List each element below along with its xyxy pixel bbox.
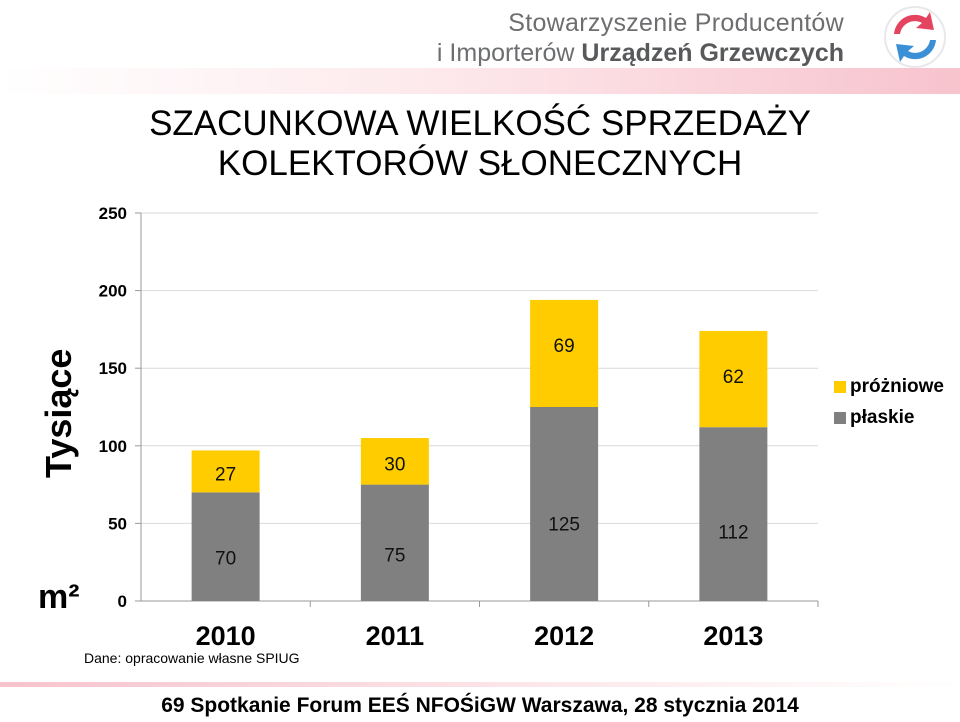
org-name-line2: i Importerów Urządzeń Grzewczych <box>424 38 844 68</box>
y-tick-label: 200 <box>99 282 127 301</box>
bar-segment-flat <box>530 407 599 601</box>
unit-m2-label: m² <box>38 578 80 616</box>
data-source-note: Dane: opracowanie własne SPIUG <box>84 650 300 666</box>
data-label: 69 <box>554 336 575 357</box>
data-label: 112 <box>718 522 748 543</box>
footer-text: 69 Spotkanie Forum EEŚ NFOŚiGW Warszawa,… <box>161 694 799 717</box>
chart-title-line1: SZACUNKOWA WIELKOŚĆ SPRZEDAŻY <box>149 104 811 143</box>
organization-name: Stowarzyszenie Producentów i Importerów … <box>424 8 844 68</box>
bar-segment-vacuum <box>530 299 599 407</box>
bar-segment-flat <box>360 484 429 601</box>
x-tick-label: 2011 <box>366 621 425 651</box>
y-tick-label: 0 <box>118 592 127 611</box>
bar-segment-vacuum <box>699 330 768 428</box>
y-tick-label: 50 <box>108 514 127 533</box>
bar-segment-flat <box>191 492 260 601</box>
y-tick-label: 250 <box>99 204 127 223</box>
legend-label: próżniowe <box>850 376 944 397</box>
bar-segment-flat <box>699 427 768 601</box>
data-label: 125 <box>548 514 580 535</box>
arrows-cycle-icon <box>884 6 946 68</box>
data-label: 30 <box>384 455 405 476</box>
y-tick-label: 100 <box>99 437 127 456</box>
data-label: 75 <box>384 545 405 566</box>
legend-swatch <box>834 412 846 424</box>
bar-segment-vacuum <box>191 450 260 493</box>
data-label: 27 <box>215 465 236 486</box>
header-band <box>0 68 960 94</box>
legend-label: płaskie <box>850 407 914 428</box>
x-tick-label: 2010 <box>196 621 256 651</box>
data-label: 70 <box>215 549 236 570</box>
org-name-line2-plain: i Importerów <box>436 39 582 67</box>
chart-title: SZACUNKOWA WIELKOŚĆ SPRZEDAŻY KOLEKTORÓW… <box>90 104 870 185</box>
data-label: 62 <box>723 367 744 388</box>
bar-segment-vacuum <box>360 438 429 485</box>
footer-band <box>0 682 960 687</box>
org-name-line1: Stowarzyszenie Producentów <box>508 9 844 37</box>
x-tick-label: 2013 <box>703 621 763 651</box>
x-tick-label: 2012 <box>534 621 594 651</box>
chart-title-line2: KOLEKTORÓW SŁONECZNYCH <box>217 144 743 184</box>
y-tick-label: 150 <box>99 359 127 378</box>
org-name-line2-bold: Urządzeń Grzewczych <box>581 39 844 67</box>
legend-swatch <box>834 381 846 393</box>
